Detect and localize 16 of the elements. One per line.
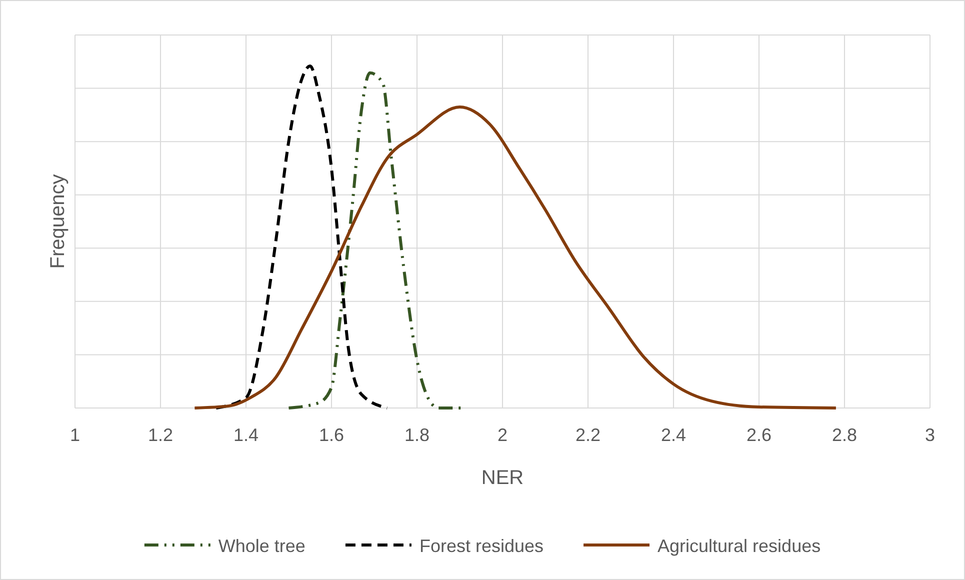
legend-label: Agricultural residues (658, 536, 821, 556)
x-tick-label: 2.6 (746, 424, 772, 445)
x-tick-label: 2.8 (832, 424, 858, 445)
legend-label: Forest residues (419, 536, 544, 556)
x-tick-label: 3 (924, 424, 936, 445)
y-axis-title: Frequency (47, 174, 69, 269)
x-axis-title: NER (481, 467, 524, 489)
x-tick-label: 1.6 (318, 424, 344, 445)
x-tick-label: 2 (497, 424, 508, 445)
x-tick-label: 1 (70, 424, 80, 445)
x-tick-label: 1.2 (148, 424, 174, 445)
x-tick-label: 1.4 (233, 424, 259, 445)
legend-label: Whole tree (218, 536, 306, 556)
x-tick-label: 2.2 (575, 424, 601, 445)
x-tick-label: 2.4 (660, 424, 686, 445)
x-tick-label: 1.8 (404, 424, 430, 445)
